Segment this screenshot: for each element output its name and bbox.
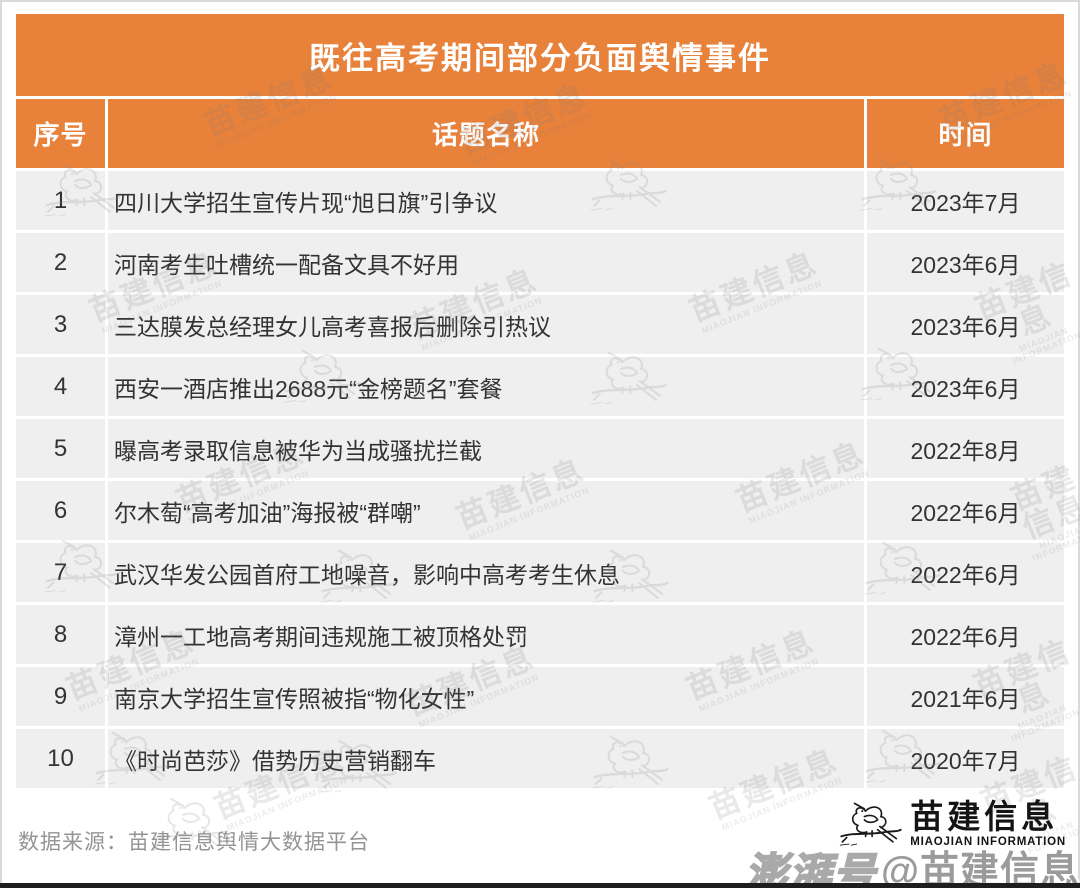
row-index-cell: 7	[16, 543, 105, 602]
row-index-cell: 5	[16, 419, 105, 478]
table-row: 10 《时尚芭莎》借势历史营销翻车 2020年7月	[16, 729, 1064, 788]
table-body: 1 四川大学招生宣传片现“旭日旗”引争议 2023年7月 2 河南考生吐槽统一配备文具不…	[16, 171, 1064, 788]
row-topic-cell: 武汉华发公园首府工地噪音，影响中高考考生休息	[108, 543, 864, 602]
table-row: 2 河南考生吐槽统一配备文具不好用 2023年6月	[16, 233, 1064, 292]
column-header-topic: 话题名称	[108, 99, 864, 168]
row-time-cell: 2021年6月	[867, 667, 1064, 726]
brand-logo: 苗建信息 MIAOJIAN INFORMATION	[838, 793, 1066, 855]
table-row: 3 三达膜发总经理女儿高考喜报后删除引热议 2023年6月	[16, 295, 1064, 354]
row-index-cell: 8	[16, 605, 105, 664]
row-time-cell: 2022年6月	[867, 605, 1064, 664]
row-time-cell: 2022年6月	[867, 543, 1064, 602]
row-time-cell: 2023年7月	[867, 171, 1064, 230]
brand-name: 苗建信息	[910, 797, 1059, 835]
row-index-cell: 10	[16, 729, 105, 788]
account-handle: @苗建信息	[880, 850, 1080, 888]
table-row: 1 四川大学招生宣传片现“旭日旗”引争议 2023年7月	[16, 171, 1064, 230]
row-index-cell: 9	[16, 667, 105, 726]
row-index-cell: 1	[16, 171, 105, 230]
column-header-index: 序号	[16, 99, 105, 168]
row-topic-cell: 尔木萄“高考加油”海报被“群嘲”	[108, 481, 864, 540]
row-time-cell: 2022年8月	[867, 419, 1064, 478]
row-time-cell: 2023年6月	[867, 233, 1064, 292]
row-index-cell: 6	[16, 481, 105, 540]
row-topic-cell: 曝高考录取信息被华为当成骚扰拦截	[108, 419, 864, 478]
table-row: 8 漳州一工地高考期间违规施工被顶格处罚 2022年6月	[16, 605, 1064, 664]
table-row: 4 西安一酒店推出2688元“金榜题名”套餐 2023年6月	[16, 357, 1064, 416]
data-source-note: 数据来源：苗建信息舆情大数据平台	[18, 831, 370, 854]
table-header-row: 序号 话题名称 时间	[16, 99, 1064, 168]
brand-logo-text: 苗建信息 MIAOJIAN INFORMATION	[910, 797, 1066, 849]
table-row: 6 尔木萄“高考加油”海报被“群嘲” 2022年6月	[16, 481, 1064, 540]
row-index-cell: 3	[16, 295, 105, 354]
row-topic-cell: 漳州一工地高考期间违规施工被顶格处罚	[108, 605, 864, 664]
row-topic-cell: 河南考生吐槽统一配备文具不好用	[108, 233, 864, 292]
row-topic-cell: 《时尚芭莎》借势历史营销翻车	[108, 729, 864, 788]
row-topic-cell: 四川大学招生宣传片现“旭日旗”引争议	[108, 171, 864, 230]
table-row: 5 曝高考录取信息被华为当成骚扰拦截 2022年8月	[16, 419, 1064, 478]
table-title: 既往高考期间部分负面舆情事件	[16, 14, 1064, 96]
brand-subtitle: MIAOJIAN INFORMATION	[910, 836, 1066, 849]
row-time-cell: 2023年6月	[867, 295, 1064, 354]
platform-badge: 澎湃号	[744, 849, 877, 888]
column-header-time: 时间	[867, 99, 1064, 168]
image-bottom-edge	[0, 883, 1080, 888]
row-time-cell: 2023年6月	[867, 357, 1064, 416]
row-topic-cell: 南京大学招生宣传照被指“物化女性”	[108, 667, 864, 726]
table-row: 7 武汉华发公园首府工地噪音，影响中高考考生休息 2022年6月	[16, 543, 1064, 602]
sentiment-events-table: 既往高考期间部分负面舆情事件 序号 话题名称 时间 1 四川大学招生宣传片现“旭日…	[16, 14, 1064, 791]
row-index-cell: 2	[16, 233, 105, 292]
row-time-cell: 2022年6月	[867, 481, 1064, 540]
row-topic-cell: 西安一酒店推出2688元“金榜题名”套餐	[108, 357, 864, 416]
row-topic-cell: 三达膜发总经理女儿高考喜报后删除引热议	[108, 295, 864, 354]
row-time-cell: 2020年7月	[867, 729, 1064, 788]
table-row: 9 南京大学招生宣传照被指“物化女性” 2021年6月	[16, 667, 1064, 726]
row-index-cell: 4	[16, 357, 105, 416]
platform-credit-overlay: 澎湃号 @苗建信息	[744, 840, 1080, 888]
